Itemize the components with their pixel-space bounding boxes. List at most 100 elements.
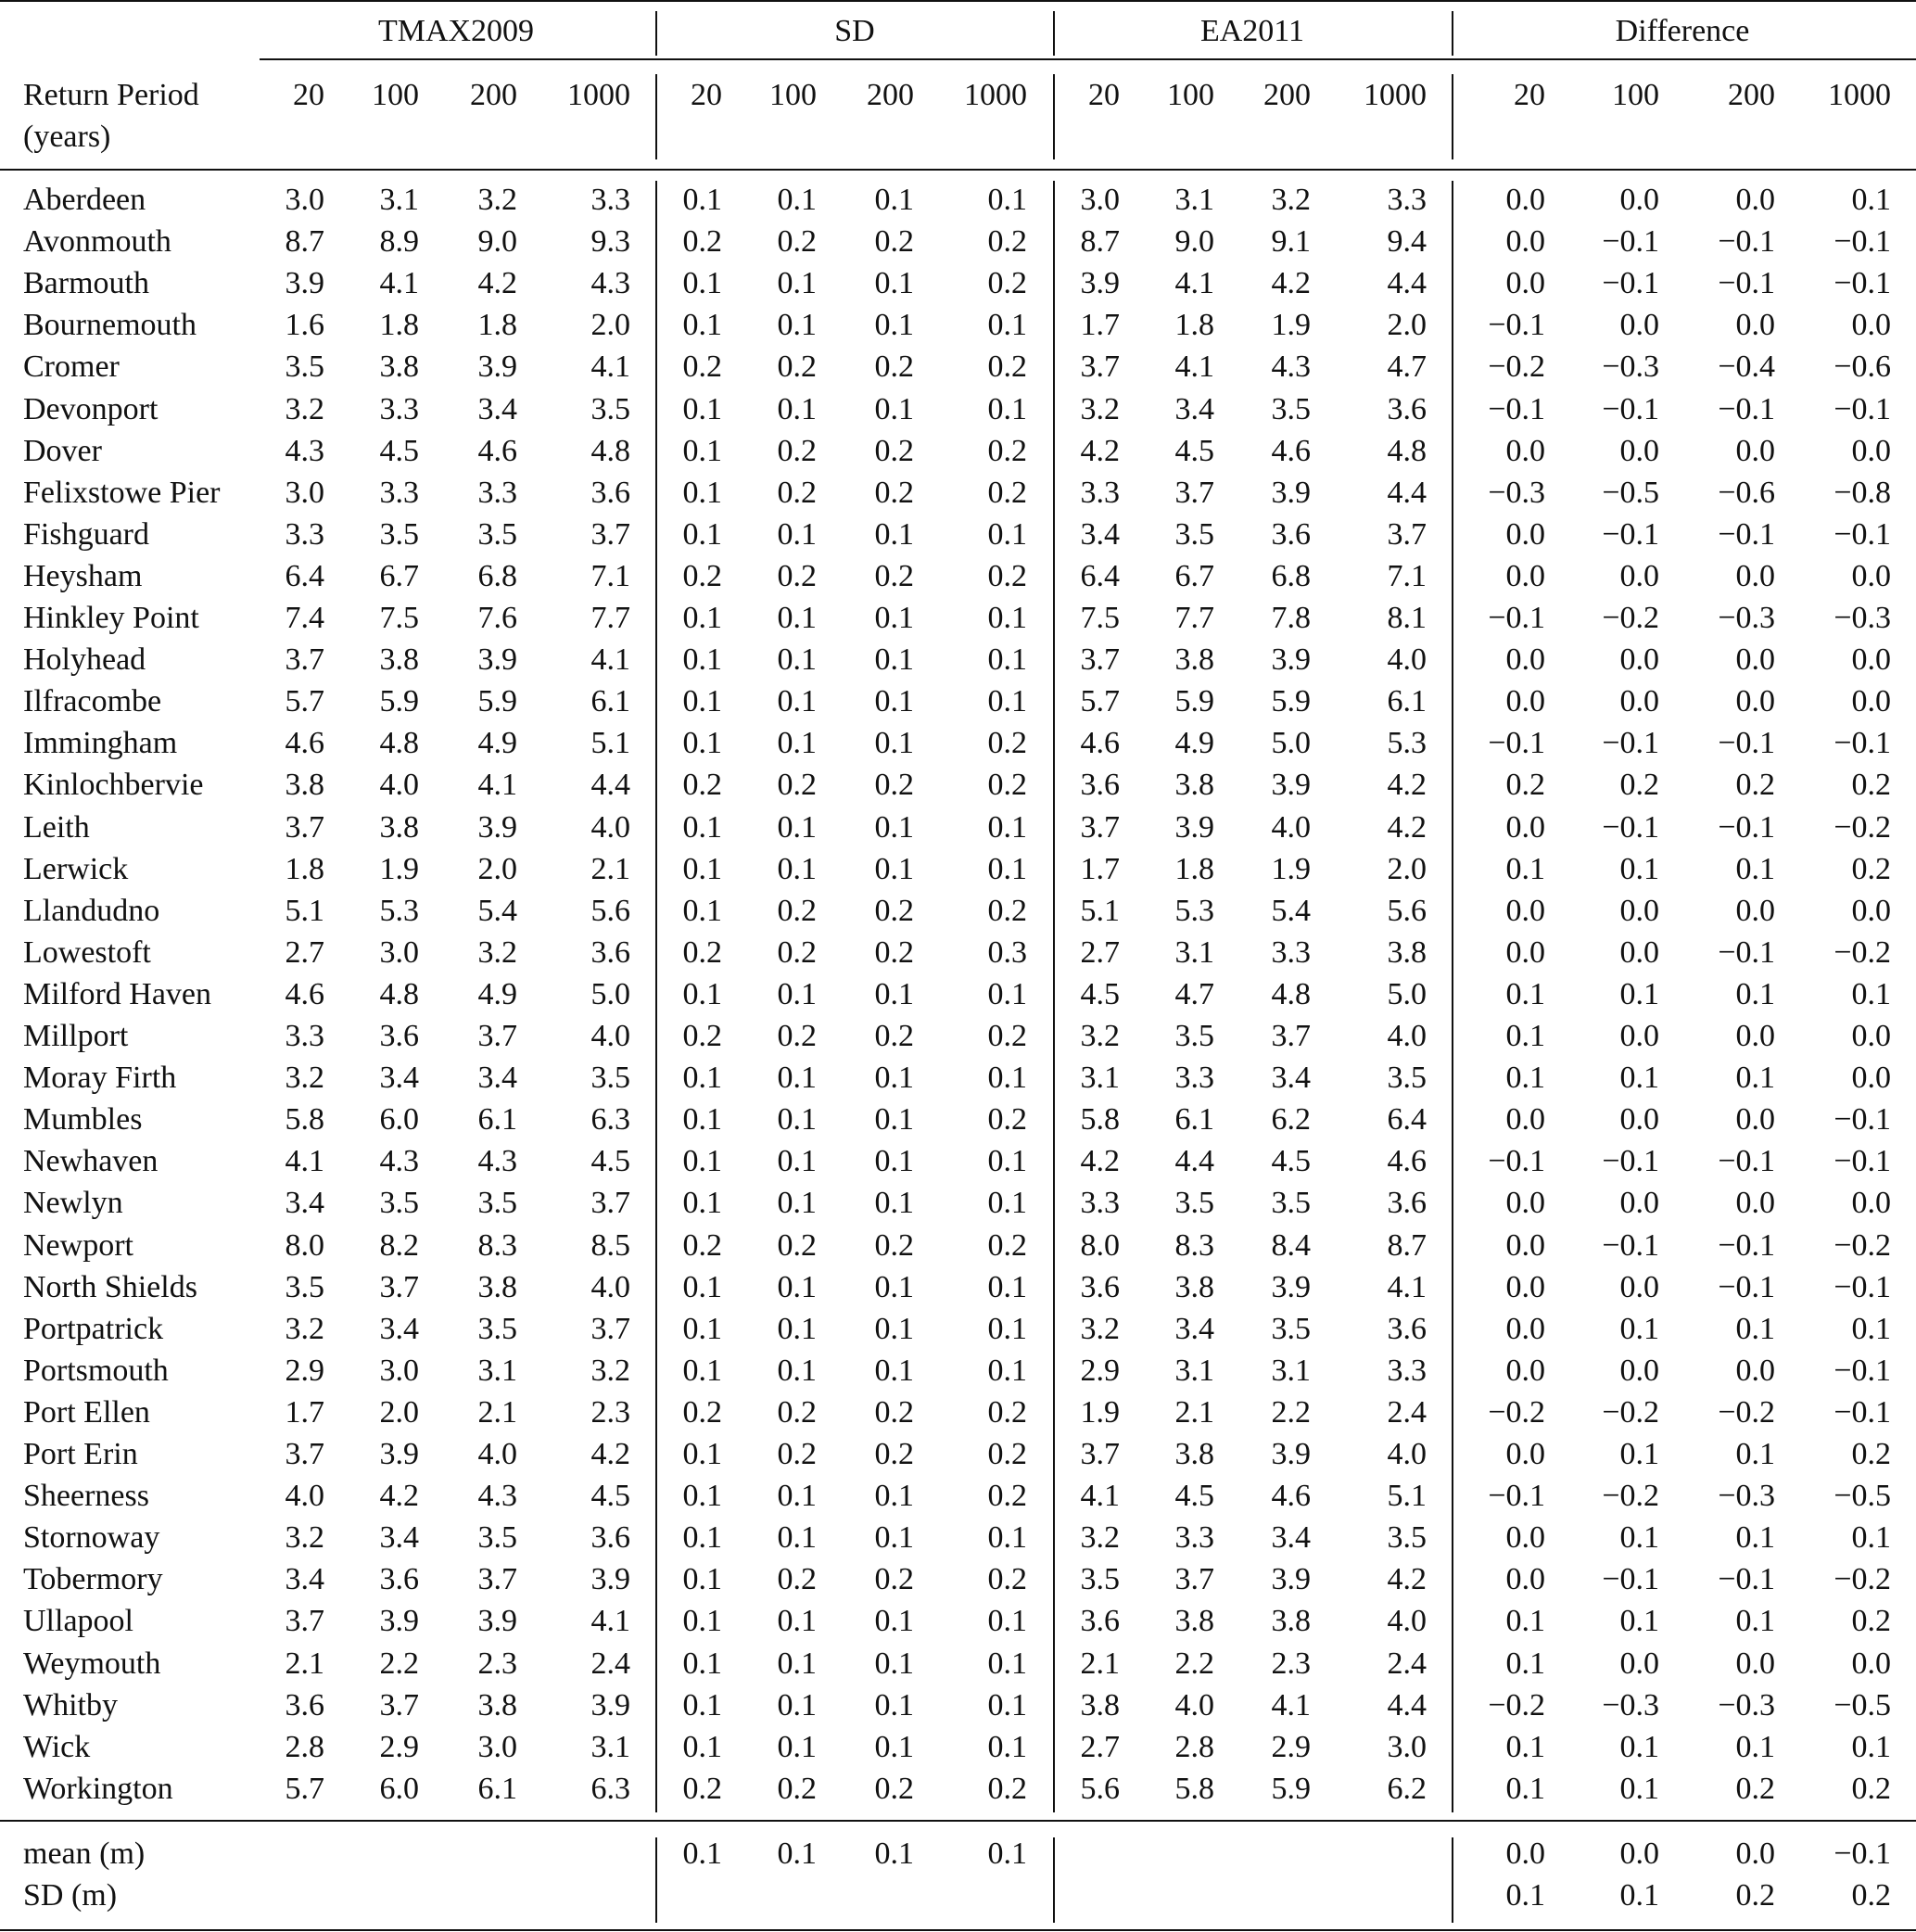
- table-cell: 4.6: [1271, 433, 1312, 468]
- table-cell: 3.8: [1271, 1604, 1312, 1639]
- table-cell: 3.4: [1080, 516, 1121, 552]
- table-cell: 0.0: [1619, 1102, 1660, 1138]
- table-cell: 2.7: [1080, 1729, 1121, 1764]
- table-cell: 4.8: [1271, 976, 1312, 1011]
- table-cell: 0.0: [1505, 433, 1546, 468]
- table-cell: 0.2: [682, 1019, 723, 1053]
- table-cell: 5.6: [1080, 1771, 1121, 1806]
- table-cell: −0.2: [1718, 1394, 1775, 1430]
- table-cell: 3.1: [379, 183, 420, 217]
- table-cell: 3.7: [1174, 1562, 1215, 1597]
- table-cell: 2.4: [1387, 1646, 1427, 1681]
- return-period-header: 100: [372, 78, 419, 112]
- table-cell: 0.2: [777, 433, 818, 468]
- table-cell: 6.1: [1387, 684, 1427, 719]
- station-name: Bournemouth: [23, 308, 197, 343]
- table-cell: 2.2: [379, 1646, 420, 1681]
- table-cell: 0.1: [682, 266, 723, 301]
- table-cell: 3.3: [1174, 1061, 1215, 1096]
- table-cell: 0.2: [874, 558, 915, 593]
- summary-cell: 0.0: [1619, 1837, 1660, 1871]
- table-cell: 3.3: [285, 1019, 325, 1053]
- table-cell: −0.2: [1834, 934, 1891, 970]
- table-cell: −0.2: [1834, 1227, 1891, 1263]
- table-cell: −0.1: [1718, 934, 1775, 970]
- station-name: Millport: [23, 1019, 129, 1053]
- table-cell: 0.1: [777, 601, 818, 635]
- table-cell: 3.1: [1174, 183, 1215, 217]
- table-cell: 5.7: [285, 684, 325, 719]
- table-cell: 2.1: [1174, 1394, 1215, 1430]
- table-cell: 4.5: [1174, 433, 1215, 468]
- table-cell: 4.0: [590, 1019, 631, 1053]
- table-cell: 4.2: [1080, 1144, 1121, 1179]
- table-cell: 3.3: [1271, 934, 1312, 970]
- table-cell: −0.1: [1602, 516, 1659, 552]
- table-cell: 0.0: [1851, 1646, 1892, 1681]
- station-name: Workington: [23, 1771, 173, 1806]
- table-cell: 0.1: [1735, 1061, 1776, 1096]
- table-cell: 0.1: [777, 642, 818, 678]
- table-cell: 0.1: [987, 1311, 1028, 1346]
- table-cell: 3.3: [1080, 1186, 1121, 1221]
- table-cell: −0.5: [1834, 1687, 1891, 1722]
- table-cell: 0.2: [987, 1771, 1028, 1806]
- table-cell: 0.1: [987, 1061, 1028, 1096]
- table-cell: 3.4: [477, 391, 518, 426]
- table-cell: 0.1: [987, 1646, 1028, 1681]
- return-period-header: 200: [1263, 78, 1311, 112]
- table-cell: 3.1: [1174, 934, 1215, 970]
- table-cell: 0.1: [987, 183, 1028, 217]
- table-cell: −0.2: [1488, 350, 1545, 385]
- table-cell: 0.2: [1735, 768, 1776, 803]
- table-cell: 3.6: [590, 1520, 631, 1556]
- table-cell: 3.7: [477, 1562, 518, 1597]
- table-cell: 3.4: [1174, 391, 1215, 426]
- table-cell: 3.7: [1080, 350, 1121, 385]
- table-cell: 5.0: [1271, 726, 1312, 761]
- table-cell: 0.2: [874, 1227, 915, 1263]
- table-cell: 0.1: [777, 1144, 818, 1179]
- table-cell: 6.2: [1387, 1771, 1427, 1806]
- table-cell: 0.2: [682, 224, 723, 260]
- table-cell: 3.4: [1271, 1061, 1312, 1096]
- table-cell: 0.2: [987, 475, 1028, 510]
- column-divider: [1053, 11, 1055, 56]
- table-cell: 1.8: [1174, 851, 1215, 886]
- summary-cell: 0.1: [987, 1837, 1028, 1871]
- table-cell: 4.5: [1271, 1144, 1312, 1179]
- group-header: TMAX2009: [377, 14, 535, 48]
- bottom-rule: [0, 1929, 1916, 1931]
- table-cell: 0.2: [1851, 1604, 1892, 1639]
- table-cell: 4.8: [379, 726, 420, 761]
- table-cell: 6.7: [379, 558, 420, 593]
- table-cell: 0.0: [1851, 433, 1892, 468]
- table-cell: 3.2: [1080, 1520, 1121, 1556]
- table-cell: −0.1: [1488, 601, 1545, 635]
- table-cell: 0.2: [777, 1394, 818, 1430]
- table-cell: 0.1: [682, 1144, 723, 1179]
- group-header: Difference: [1615, 14, 1750, 48]
- table-cell: −0.1: [1488, 391, 1545, 426]
- table-cell: 0.2: [987, 1562, 1028, 1597]
- table-cell: 3.9: [1271, 1269, 1312, 1304]
- table-cell: −0.1: [1834, 1394, 1891, 1430]
- table-cell: 5.4: [477, 893, 518, 928]
- table-cell: 3.7: [590, 516, 631, 552]
- table-cell: 3.9: [477, 1604, 518, 1639]
- summary-cell: 0.1: [1505, 1878, 1546, 1913]
- table-cell: 0.1: [777, 851, 818, 886]
- table-cell: 0.2: [777, 768, 818, 803]
- table-cell: 0.1: [1851, 1520, 1892, 1556]
- table-cell: 4.1: [379, 266, 420, 301]
- table-cell: 0.1: [1619, 1061, 1660, 1096]
- table-cell: 3.8: [285, 768, 325, 803]
- table-cell: 8.1: [1387, 601, 1427, 635]
- group-header: EA2011: [1199, 14, 1305, 48]
- station-name: Ullapool: [23, 1604, 133, 1639]
- table-cell: 3.6: [590, 475, 631, 510]
- table-cell: 3.5: [1271, 391, 1312, 426]
- table-cell: 0.2: [777, 224, 818, 260]
- table-cell: 3.1: [1174, 1353, 1215, 1388]
- table-cell: 2.0: [379, 1394, 420, 1430]
